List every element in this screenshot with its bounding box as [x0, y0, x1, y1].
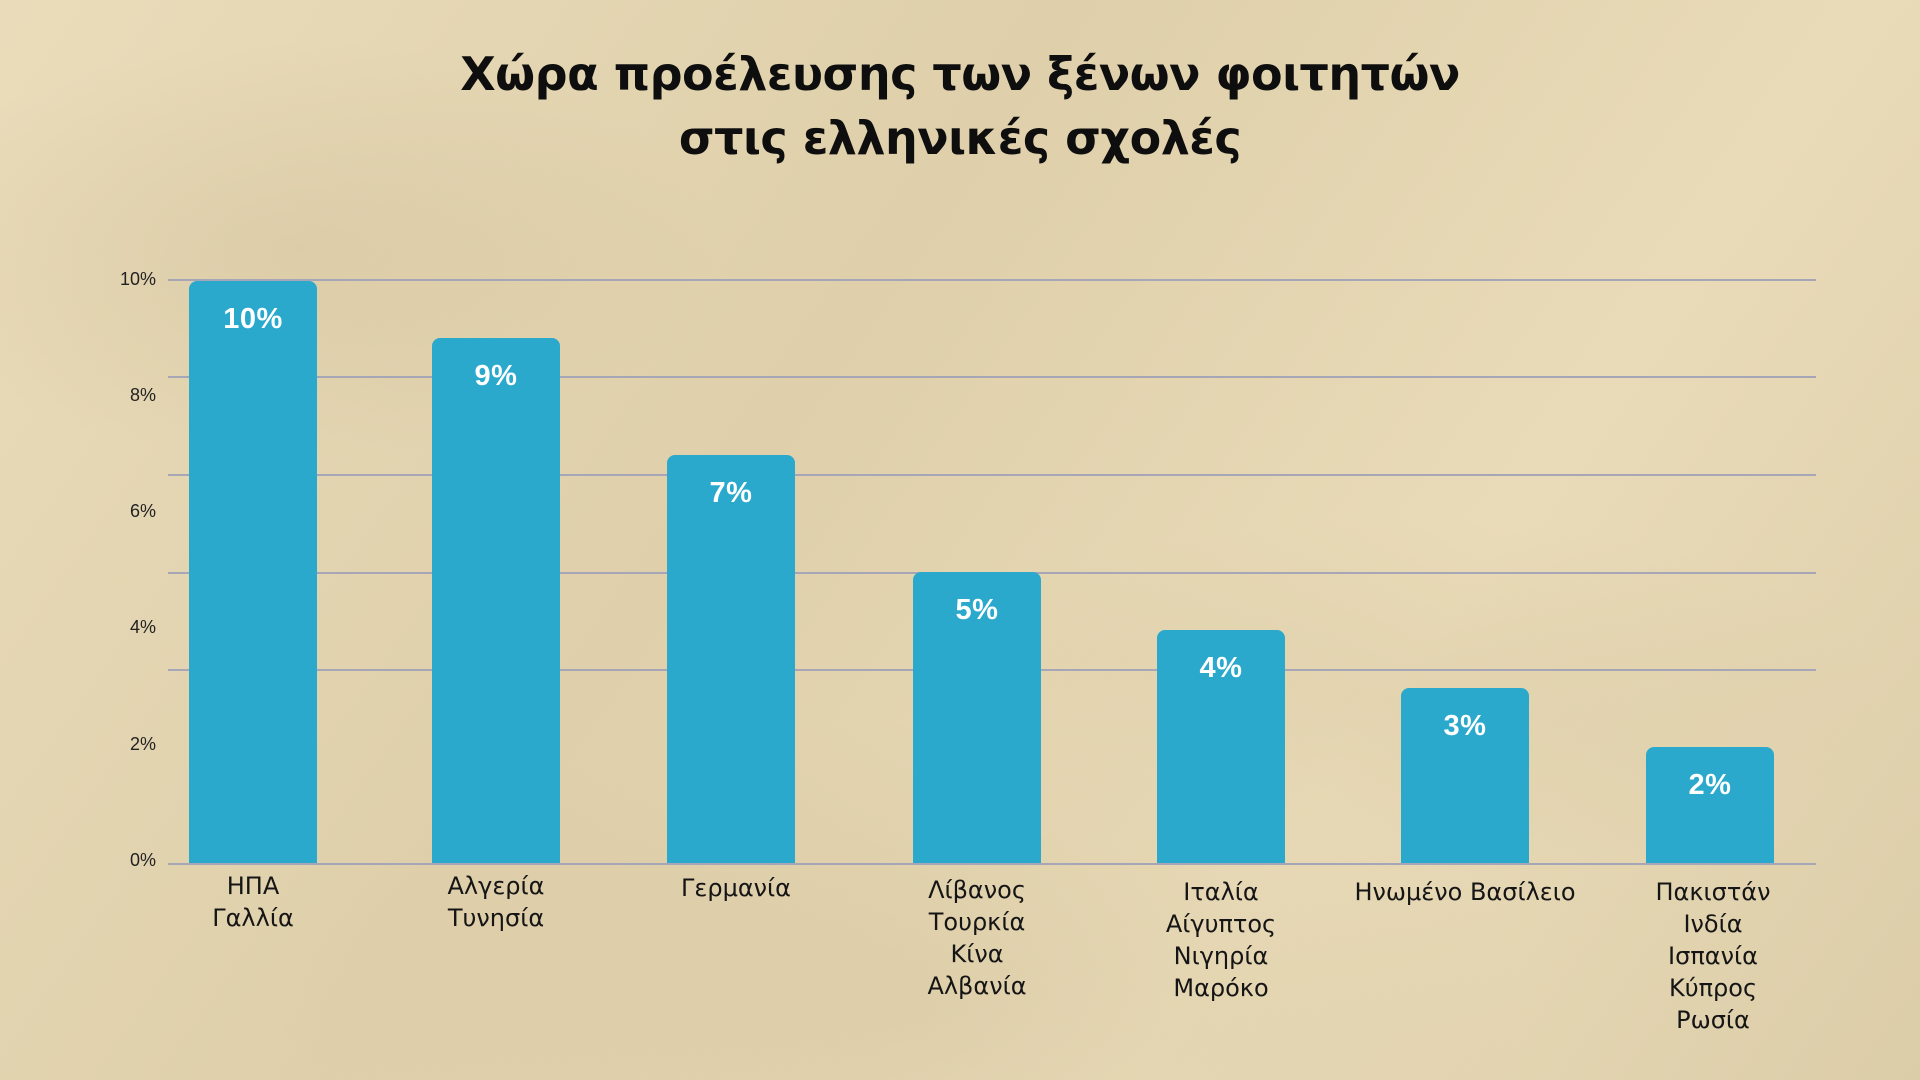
x-label-lebanon-turkey-china-albania: Λίβανος Τουρκία Κίνα Αλβανία: [847, 874, 1107, 1002]
bar-germany: 7%: [667, 455, 795, 863]
y-tick-2: 2%: [129, 734, 156, 754]
x-label-line: Τουρκία: [928, 908, 1026, 936]
bar-value-label: 5%: [955, 594, 999, 626]
y-tick-0: 0%: [129, 850, 156, 870]
bar-value-label: 3%: [1443, 710, 1487, 742]
gridline-0: [168, 863, 1816, 865]
x-label-germany: Γερμανία: [606, 872, 866, 904]
bar-value-label: 7%: [709, 477, 753, 509]
x-label-line: Ιταλία: [1183, 878, 1259, 906]
x-label-italy-egypt-nigeria-morocco: Ιταλία Αίγυπτος Νιγηρία Μαρόκο: [1091, 876, 1351, 1004]
x-label-line: Γερμανία: [680, 874, 791, 902]
x-label-line: Ηνωμένο Βασίλειο: [1354, 878, 1576, 906]
gridline-6: [168, 474, 1816, 476]
x-label-line: Λίβανος: [928, 876, 1026, 904]
y-tick-10: 10%: [119, 269, 156, 289]
x-label-line: Νιγηρία: [1173, 942, 1269, 970]
chart-title-line-2: στις ελληνικές σχολές: [678, 111, 1242, 165]
gridline-10: [168, 279, 1816, 281]
x-label-algeria-tunisia: Αλγερία Τυνησία: [366, 870, 626, 934]
y-tick-8: 8%: [129, 385, 156, 405]
x-label-line: Ισπανία: [1668, 942, 1758, 970]
x-label-line: Μαρόκο: [1173, 974, 1269, 1002]
x-label-line: Γαλλία: [212, 904, 294, 932]
x-label-line: Αλγερία: [447, 872, 545, 900]
y-tick-6: 6%: [129, 501, 156, 521]
chart-title: Χώρα προέλευσης των ξένων φοιτητών στις …: [0, 42, 1920, 170]
bar-value-label: 10%: [223, 303, 283, 335]
x-label-line: Κίνα: [950, 940, 1004, 968]
x-label-line: Ινδία: [1683, 910, 1743, 938]
gridline-8: [168, 376, 1816, 378]
x-label-line: Πακιστάν: [1655, 878, 1771, 906]
x-label-pakistan-india-spain-cyprus-russia: Πακιστάν Ινδία Ισπανία Κύπρος Ρωσία: [1583, 876, 1843, 1036]
bar-value-label: 2%: [1688, 769, 1732, 801]
x-label-line: Ρωσία: [1676, 1006, 1750, 1034]
x-label-line: Αλβανία: [927, 972, 1027, 1000]
x-label-line: Αίγυπτος: [1165, 910, 1277, 938]
x-label-line: Κύπρος: [1668, 974, 1758, 1002]
bar-lebanon-turkey-china-albania: 5%: [913, 572, 1041, 863]
x-label-united-kingdom: Ηνωμένο Βασίλειο: [1335, 876, 1595, 908]
bar-value-label: 9%: [474, 360, 518, 392]
bar-pakistan-india-spain-cyprus-russia: 2%: [1646, 747, 1774, 863]
bar-united-kingdom: 3%: [1401, 688, 1529, 863]
x-label-usa-france: ΗΠΑ Γαλλία: [123, 870, 383, 934]
y-tick-4: 4%: [129, 617, 156, 637]
bar-usa-france: 10%: [189, 281, 317, 863]
chart-title-line-1: Χώρα προέλευσης των ξένων φοιτητών: [460, 47, 1460, 101]
bar-italy-egypt-nigeria-morocco: 4%: [1157, 630, 1285, 863]
bar-value-label: 4%: [1199, 652, 1243, 684]
bar-algeria-tunisia: 9%: [432, 338, 560, 863]
x-label-line: ΗΠΑ: [226, 872, 280, 900]
x-label-line: Τυνησία: [447, 904, 545, 932]
